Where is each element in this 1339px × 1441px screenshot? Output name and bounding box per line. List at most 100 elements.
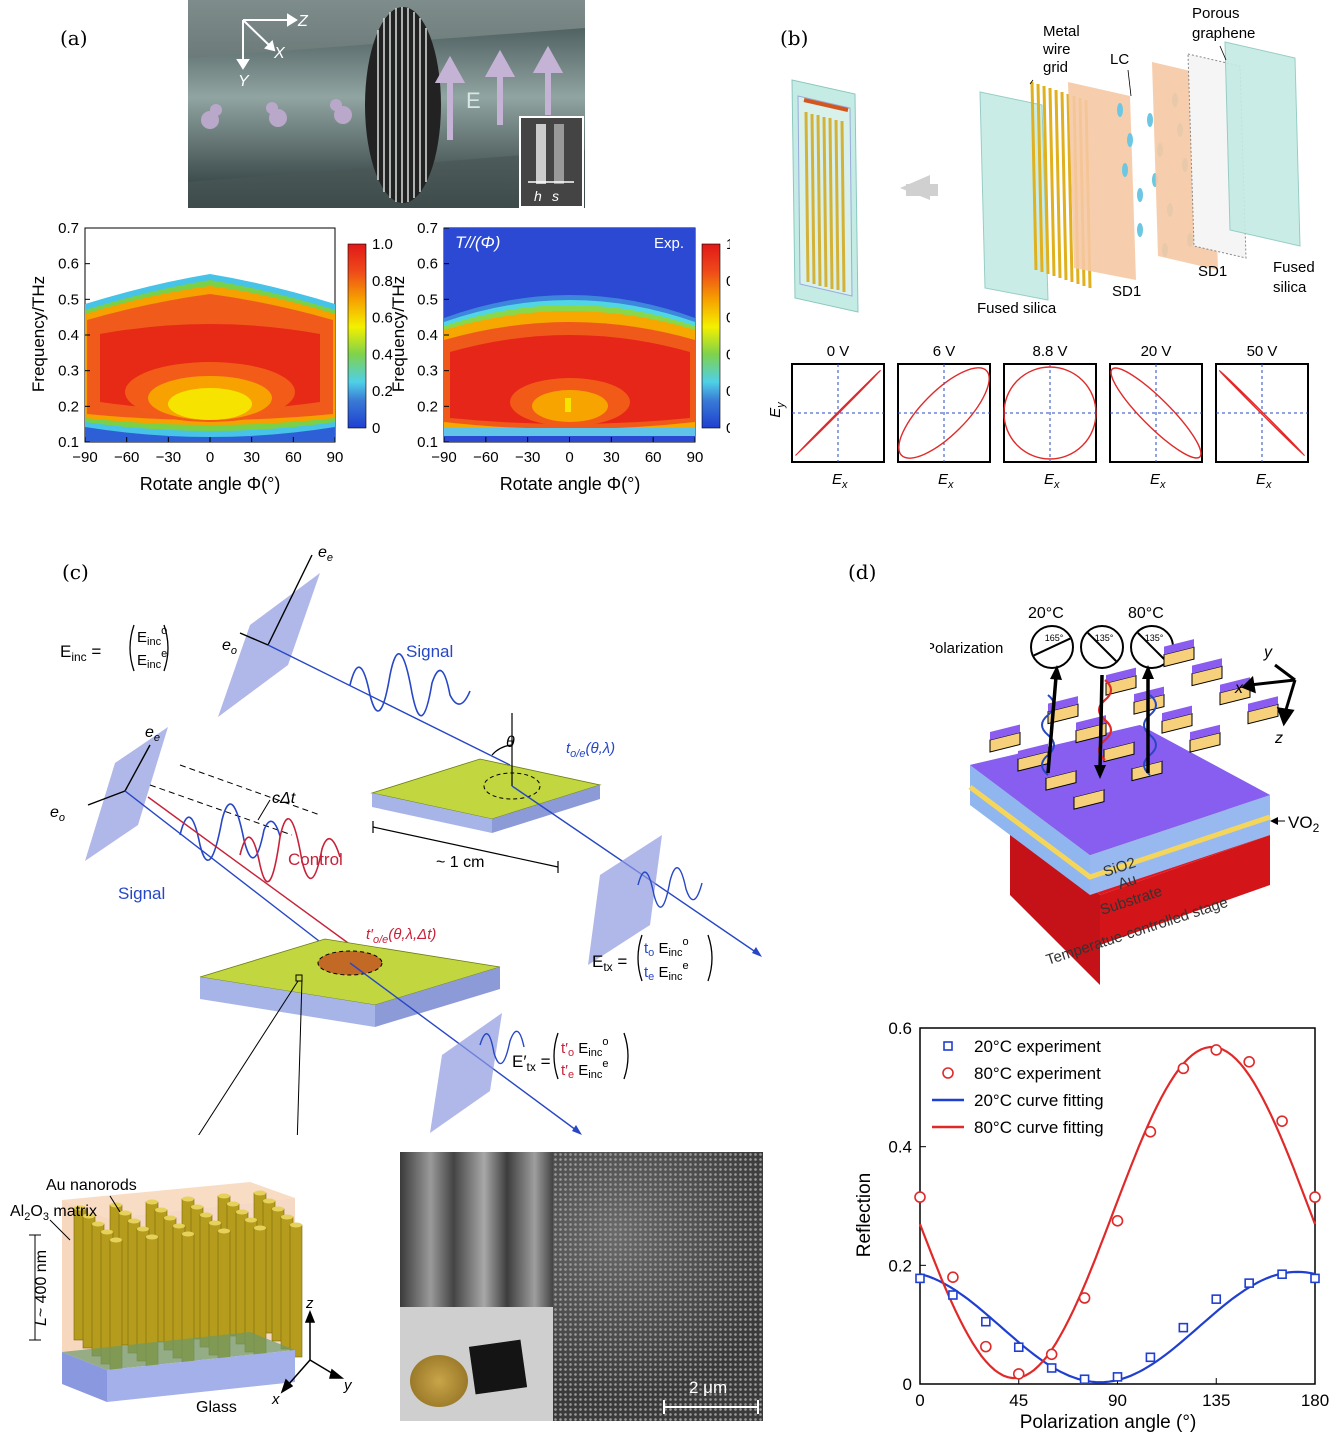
d-xlabel: Polarization angle (°)	[1020, 1412, 1197, 1433]
signal-wave-left	[179, 803, 281, 861]
eo-top: eo	[222, 637, 237, 657]
cdt-label: cΔt	[272, 790, 296, 807]
voltage-label: 50 V	[1247, 343, 1278, 360]
svg-text:te Eince: te Eince	[644, 960, 689, 983]
label-sd1-b: SD1	[1198, 263, 1227, 280]
label-sd1-a: SD1	[1112, 283, 1141, 300]
cbar-tick-label: 0.8	[726, 273, 730, 290]
svg-text:Eince: Eince	[137, 648, 167, 671]
label-fused-1: Fused	[1273, 259, 1315, 276]
cbar-tick-label: 0.2	[372, 383, 393, 400]
d-axis-triad	[1241, 663, 1297, 727]
ex-label: Ex	[938, 471, 954, 491]
a-ytick-label: 0.4	[58, 327, 79, 344]
d-ytick-label: 0	[903, 1375, 912, 1394]
tp-oe-label: t′o/e(θ,λ,Δt)	[366, 926, 436, 946]
cbar-tick-label: 0	[372, 420, 380, 437]
a-ytick-label: 0.5	[58, 291, 79, 308]
meta-block	[1189, 732, 1221, 753]
e-field-arrows	[434, 45, 564, 140]
data-point-80c	[1045, 1348, 1058, 1361]
legend-label: 20°C experiment	[974, 1037, 1101, 1056]
panel-d-device: 20°C 80°C Polarization 165° 135° 135° SiO2…	[930, 605, 1320, 985]
a-ytick-label: 0.2	[417, 398, 438, 415]
inset-grating: h s	[519, 116, 584, 208]
panel-label-a: (a)	[60, 26, 88, 50]
label-graphene: graphene	[1192, 25, 1255, 42]
data-point-80c	[1111, 1215, 1124, 1227]
signal-label-left: Signal	[118, 884, 165, 903]
exp-tag: Exp.	[654, 235, 684, 252]
voltage-label: 20 V	[1141, 343, 1172, 360]
a-xlabel-left: Rotate angle Φ(°)	[140, 474, 281, 494]
a-ytick-label: 0.7	[58, 222, 79, 237]
a-ytick-label: 0.1	[417, 434, 438, 451]
data-point-20c	[1013, 1342, 1024, 1353]
nanorod-array: Glass Au nanorods Al2O3 matrix L~ 400 nm…	[10, 1177, 353, 1416]
au-nanorods-label: Au nanorods	[46, 1177, 137, 1194]
svg-text:eo: eo	[50, 804, 65, 824]
inset-h-label: h	[534, 188, 542, 204]
svg-text:to Einco: to Einco	[644, 936, 689, 959]
c-axis-y: y	[343, 1377, 353, 1394]
d-xtick-label: 90	[1108, 1391, 1127, 1410]
panel-b-device: Metal wire grid LC Porous graphene Fused…	[791, 5, 1315, 317]
al2o3-label: Al2O3 matrix	[10, 1203, 97, 1223]
data-point-20c	[1112, 1372, 1123, 1382]
voltage-label: 6 V	[933, 343, 956, 360]
axis-y-label: Y	[238, 73, 250, 90]
cal-tag: Cal.	[292, 235, 319, 252]
a-ytick-label: 0.6	[417, 256, 438, 273]
cm-label: ~ 1 cm	[436, 854, 484, 871]
temp80-label: 80°C	[1128, 605, 1164, 622]
length-label: L~ 400 nm	[33, 1250, 50, 1326]
svg-text:E′tx =: E′tx =	[512, 1052, 551, 1074]
meta-block	[1073, 788, 1105, 810]
a-xtick-label: 0	[206, 449, 214, 466]
data-point-80c	[1177, 1062, 1190, 1075]
data-point-80c	[1144, 1126, 1157, 1138]
panel-label-d: (d)	[848, 560, 877, 584]
a-ytick-label: 0.3	[417, 363, 438, 380]
axis-x-label: X	[273, 45, 286, 62]
t-oe-label: to/e(θ,λ)	[566, 740, 615, 760]
a-xtick-label: −90	[72, 449, 97, 466]
nanorod	[289, 1224, 303, 1358]
data-point-20c	[1244, 1278, 1254, 1288]
axis-triad	[236, 13, 298, 70]
reflection-chart: 0 45 90 135 180 0 0.2 0.4 0.6 20°C experiment 80°C…	[854, 1019, 1329, 1433]
a-xlabel-right: Rotate angle Φ(°)	[500, 474, 641, 494]
svg-text:t′e Eince: t′e Eince	[561, 1058, 608, 1081]
glass-label: Glass	[196, 1399, 237, 1416]
label-lc: LC	[1110, 51, 1129, 68]
einc-label: Einc =	[60, 642, 101, 664]
a-ylabel-right: Frequency/THz	[389, 276, 408, 392]
data-point-20c	[948, 1290, 958, 1300]
voltage-label: 8.8 V	[1032, 343, 1067, 360]
data-point-80c	[1276, 1115, 1288, 1127]
a-ylabel-left: Frequency/THz	[30, 276, 48, 392]
a-ytick-label: 0.4	[417, 327, 438, 344]
cbar-tick-label: 0.6	[372, 310, 393, 327]
inset-s-label: s	[552, 188, 559, 204]
cbar-tick-label: 1.0	[372, 236, 393, 253]
signal-wave-top	[349, 653, 471, 717]
colorbar-exp	[701, 243, 721, 429]
svg-text:Einco: Einco	[137, 625, 167, 648]
exp-title: T//(Φ)	[455, 233, 500, 252]
cbar-tick-label: 0.6	[726, 310, 730, 327]
label-metal-wire-grid-2: wire	[1042, 41, 1071, 58]
cbar-tick-label: 0.2	[726, 383, 730, 400]
cbar-tick-label: 0.8	[372, 273, 393, 290]
data-point-80c	[1078, 1292, 1091, 1304]
label-fused-2: silica	[1273, 279, 1307, 296]
panel-label-b: (b)	[780, 26, 809, 50]
ee-top: ee	[318, 544, 333, 564]
pol-ellipse	[1003, 366, 1097, 460]
legend-label: 80°C curve fitting	[974, 1118, 1104, 1137]
a-ytick-label: 0.3	[58, 363, 79, 380]
signal-label-top: Signal	[406, 642, 453, 661]
a-xtick-label: −30	[515, 449, 540, 466]
ey-label: Ey	[767, 401, 787, 418]
fit-curve	[918, 1046, 1317, 1380]
